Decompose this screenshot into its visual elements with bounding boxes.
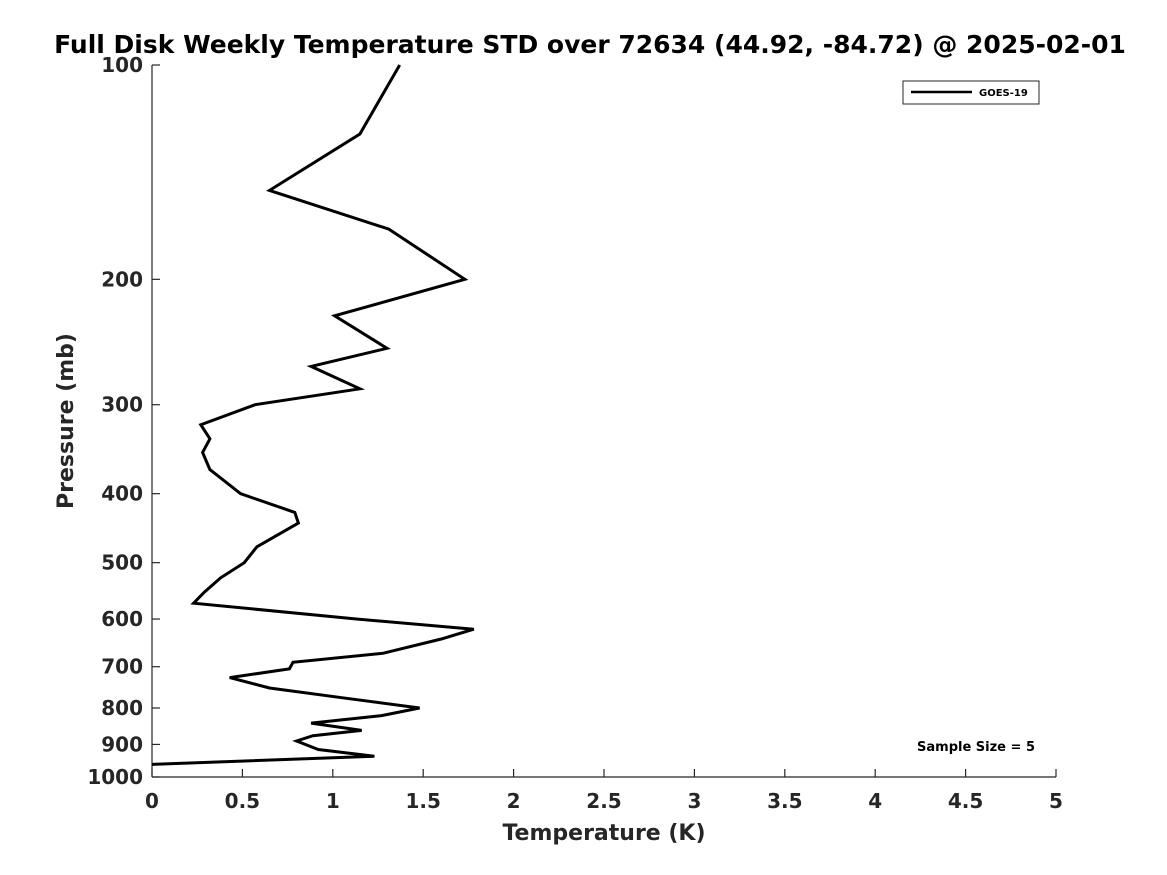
x-tick-label: 2.5	[586, 789, 621, 813]
y-ticks: 100 200 300 400 500 600 700 800 900 1000	[87, 53, 160, 789]
series-layer	[151, 64, 475, 766]
series-line-goes-19	[151, 64, 475, 766]
x-axis-label: Temperature (K)	[502, 821, 705, 846]
y-tick-label: 1000	[87, 765, 143, 789]
x-tick-label: 0	[145, 789, 159, 813]
chart-title: Full Disk Weekly Temperature STD over 72…	[54, 30, 1126, 59]
x-tick-label: 3.5	[767, 789, 802, 813]
x-tick-label: 0.5	[225, 789, 260, 813]
y-tick-label: 500	[101, 551, 143, 575]
x-ticks: 0 0.5 1 1.5 2 2.5 3 3.5 4 4.5 5	[145, 769, 1063, 813]
y-axis-label: Pressure (mb)	[54, 333, 79, 509]
x-tick-label: 4	[868, 789, 882, 813]
y-tick-label: 200	[101, 267, 143, 291]
sample-size-annotation: Sample Size = 5	[917, 740, 1035, 755]
x-tick-label: 5	[1049, 789, 1063, 813]
x-tick-label: 2	[507, 789, 521, 813]
legend-label-goes-19: GOES-19	[979, 88, 1028, 99]
y-tick-label: 100	[101, 53, 143, 77]
x-tick-label: 1	[326, 789, 340, 813]
y-tick-label: 400	[101, 482, 143, 506]
y-tick-label: 600	[101, 607, 143, 631]
y-tick-label: 800	[101, 696, 143, 720]
legend: GOES-19	[902, 80, 1040, 105]
y-tick-label: 700	[101, 655, 143, 679]
x-tick-label: 3	[687, 789, 701, 813]
x-tick-label: 1.5	[405, 789, 440, 813]
y-tick-label: 900	[101, 732, 143, 756]
x-tick-label: 4.5	[948, 789, 983, 813]
y-tick-label: 300	[101, 393, 143, 417]
